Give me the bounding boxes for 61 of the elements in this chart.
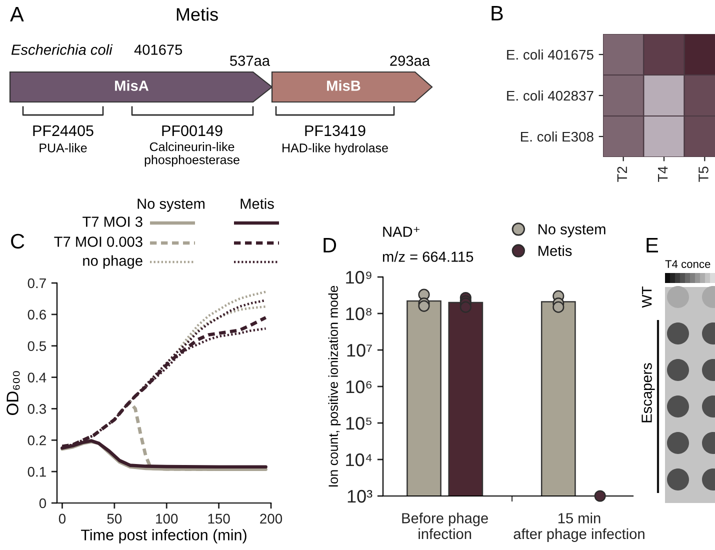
legend-label: Metis xyxy=(538,245,572,256)
y-tick-label: 10³ xyxy=(348,490,372,503)
y-tick-label: 0.5 xyxy=(28,341,46,352)
text: WT xyxy=(642,286,652,308)
category-label: MisB xyxy=(327,80,360,91)
x-tick-label: 15 min after phage infection xyxy=(514,512,644,542)
text: NAD⁺ xyxy=(383,226,420,237)
text: T4 conce xyxy=(665,260,710,268)
text: Calcineurin-like phosphoesterase xyxy=(144,142,240,167)
y-tick-label: 0.7 xyxy=(28,278,46,288)
y-tick-label: 0.4 xyxy=(28,372,46,382)
text: Metis xyxy=(240,198,274,209)
legend-label: No system xyxy=(538,224,606,238)
category-label: T2 xyxy=(617,166,627,182)
text: PF24405 xyxy=(33,125,94,136)
y-tick-label: 0.3 xyxy=(28,404,46,414)
x-tick-label: Before phage infection xyxy=(402,512,488,540)
category-label: T4 xyxy=(658,166,668,182)
y-tick-label: 10⁹ xyxy=(346,270,372,284)
text: 537aa xyxy=(230,56,270,66)
text: A xyxy=(10,7,24,22)
y-tick-label: 10⁴ xyxy=(346,453,372,466)
text: PF13419 xyxy=(305,125,366,136)
y-tick-label: 10⁶ xyxy=(346,380,372,394)
text: Escherichia coli xyxy=(11,44,113,55)
text: HAD-like hydrolase xyxy=(282,143,388,155)
y-tick-label: 0.2 xyxy=(28,435,46,446)
category-label: E. coli 402837 xyxy=(507,90,594,101)
text: E xyxy=(646,238,658,252)
y-tick-label: 0 xyxy=(39,498,46,508)
y-tick-label: 0.1 xyxy=(28,466,46,477)
text: No system xyxy=(138,198,204,212)
y-axis-title: Ion count, positive ionization mode xyxy=(328,286,341,486)
category-label: MisA xyxy=(115,80,149,91)
legend-label: T7 MOI 0.003 xyxy=(54,236,142,247)
text: D xyxy=(324,238,336,252)
x-tick-label: 0 xyxy=(58,514,66,524)
legend-label: no phage xyxy=(83,255,142,269)
x-tick-label: 200 xyxy=(260,514,282,524)
x-axis-title: Time post infection (min) xyxy=(81,529,246,544)
y-tick-label: 10⁵ xyxy=(346,416,372,430)
text: 401675 xyxy=(134,44,182,55)
x-tick-label: 100 xyxy=(156,514,178,524)
y-tick-label: 0.6 xyxy=(28,310,46,320)
category-label: E. coli E308 xyxy=(520,131,594,142)
text: PUA-like xyxy=(40,143,87,152)
legend-label: T7 MOI 3 xyxy=(82,216,142,227)
text: C xyxy=(11,234,24,249)
category-label: E. coli 401675 xyxy=(507,49,594,60)
text: Metis xyxy=(176,8,218,21)
text: B xyxy=(492,6,503,20)
text: Escapers xyxy=(642,363,655,422)
y-tick-label: 10⁷ xyxy=(347,344,372,357)
category-label: T5 xyxy=(698,166,708,182)
x-tick-label: 50 xyxy=(107,514,122,524)
x-tick-label: 150 xyxy=(208,514,230,524)
text: PF00149 xyxy=(162,125,222,136)
y-tick-label: 10⁸ xyxy=(346,307,372,320)
text: 293aa xyxy=(390,56,430,66)
text: m/z = 664.115 xyxy=(382,251,474,262)
y-axis-title: OD₆₀₀ xyxy=(6,371,20,415)
